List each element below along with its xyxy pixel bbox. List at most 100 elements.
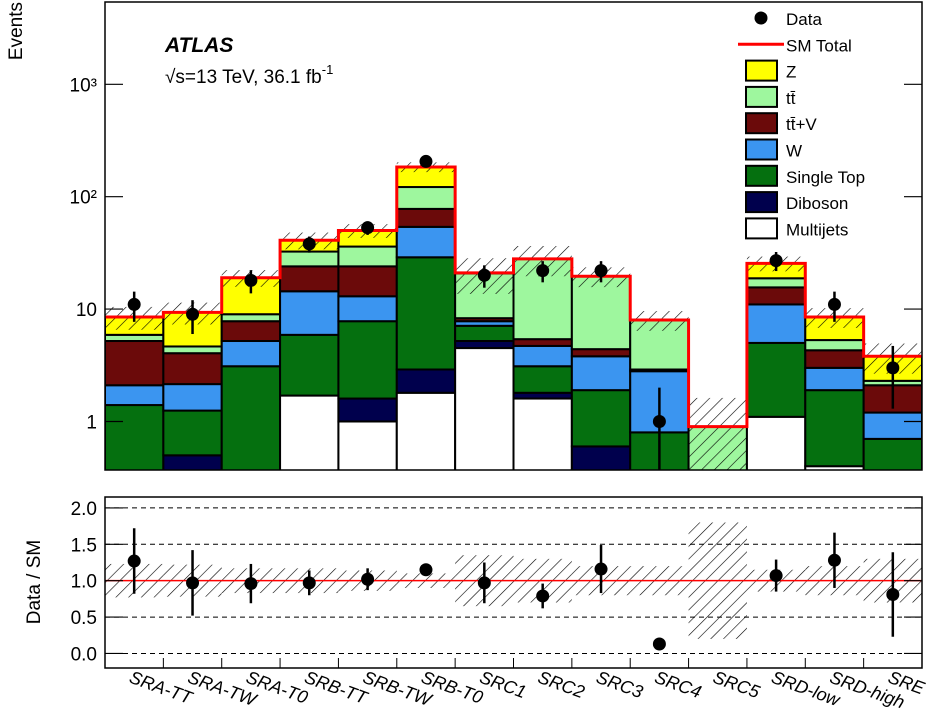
overlay: SRA-TTSRA-TWSRA-T0SRB-TTSRB-TWSRB-T0SRC1… — [127, 667, 928, 712]
stack-segment — [220, 313, 282, 323]
stack-segment — [162, 352, 223, 386]
stack-segment — [220, 320, 282, 343]
legend-label: Z — [786, 63, 796, 82]
legend-swatch — [745, 191, 778, 214]
y-tick-label: 10² — [70, 188, 97, 209]
stack-segment — [162, 345, 223, 355]
data-point — [886, 361, 900, 375]
stack-segment — [395, 391, 457, 470]
stack-segment — [454, 340, 515, 350]
stack-segment — [862, 411, 922, 440]
data-point — [652, 414, 666, 428]
ratio-point — [827, 553, 841, 567]
x-tick-label: SRC3 — [594, 667, 646, 702]
stack-segment — [162, 409, 223, 457]
stack-segment — [804, 349, 865, 369]
experiment-label: ATLAS — [164, 34, 233, 57]
ratio-point — [186, 576, 200, 590]
stack-segment — [105, 404, 165, 470]
stack-segment — [337, 397, 398, 423]
stack-segment — [337, 420, 398, 470]
data-point — [186, 307, 200, 321]
legend-marker — [754, 11, 768, 25]
stack-segment — [220, 340, 282, 368]
ratio-point — [127, 554, 141, 568]
uncertainty-band — [688, 397, 747, 470]
data-point — [769, 254, 783, 268]
stack-segment — [745, 303, 807, 344]
stack-segment — [512, 397, 573, 470]
x-tick-label: SRC5 — [710, 667, 763, 703]
data-point — [419, 154, 433, 168]
energy-lumi-text: √s=13 TeV, 36.1 fb — [165, 67, 322, 88]
legend-label: Diboson — [786, 194, 848, 213]
main-panel: 1 10 10² 10³ Events ATLAS √s=13 TeV, 36.1 fb-1… — [6, 1, 923, 471]
data-point — [536, 264, 550, 278]
x-tick-label: SRB-TT — [302, 667, 372, 709]
stack-segment — [220, 365, 282, 470]
stack-segment — [862, 437, 922, 470]
stack-segment — [395, 186, 457, 210]
stack-segment — [162, 454, 223, 470]
legend-label: Data — [786, 10, 822, 29]
data-point — [302, 237, 316, 251]
legend-swatch — [745, 164, 778, 187]
stack-segment — [337, 320, 398, 400]
stack-segment — [570, 355, 632, 392]
y-tick-label: 1 — [86, 412, 97, 433]
y-tick-label: 10 — [76, 300, 97, 321]
stack-segment — [395, 256, 457, 371]
stack-segment — [804, 339, 865, 352]
energy-lumi-label: √s=13 TeV, 36.1 fb-1 — [165, 62, 333, 88]
data-point — [361, 221, 375, 235]
x-tick-label: SRC4 — [652, 667, 704, 702]
stack-segment — [454, 347, 515, 470]
plot-area — [105, 154, 922, 470]
legend-swatch — [745, 138, 778, 161]
stack-segment — [512, 338, 573, 347]
legend-swatch — [745, 112, 778, 135]
ratio-point — [536, 589, 550, 603]
stack-segment — [337, 265, 398, 298]
x-tick-label: SRA-TT — [127, 667, 197, 709]
legend-label: Single Top — [786, 168, 865, 187]
legend-label: tt̄+V — [786, 115, 817, 134]
stack-segment — [105, 340, 165, 387]
stack-segment — [570, 348, 632, 358]
stack-segment — [279, 290, 340, 336]
ratio-point — [594, 562, 608, 576]
stack-segment — [279, 394, 340, 470]
stack-segment — [395, 368, 457, 394]
stack-segment — [395, 225, 457, 259]
stack-segment — [337, 295, 398, 323]
legend-swatch — [745, 85, 778, 108]
legend-label: W — [786, 142, 802, 161]
ratio-plot-area — [105, 507, 922, 654]
stack-segment — [454, 324, 515, 343]
stack-segment — [745, 277, 807, 289]
y-axis-label: Events — [6, 2, 27, 60]
ratio-point — [302, 576, 316, 590]
stack-segment — [395, 207, 457, 228]
y-tick-label: 0.5 — [71, 608, 97, 629]
energy-lumi-superscript: -1 — [322, 62, 334, 77]
stack-segment — [279, 250, 340, 268]
y-tick-label: 1.0 — [71, 572, 97, 593]
legend-label: Multijets — [786, 220, 848, 239]
ratio-point — [419, 563, 433, 577]
y-tick-label: 1.5 — [71, 535, 97, 556]
y-tick-label: 0.0 — [71, 644, 97, 665]
stack-segment — [745, 415, 807, 470]
y-tick-label: 10³ — [70, 75, 97, 96]
stack-segment — [512, 344, 573, 368]
stack-segment — [570, 275, 632, 351]
data-point — [594, 264, 608, 278]
data-point — [477, 268, 491, 282]
stack-segment — [512, 365, 573, 394]
stack-segment — [105, 384, 165, 407]
stack-segment — [804, 366, 865, 392]
stack-segment — [570, 445, 632, 470]
legend-swatch — [745, 217, 778, 240]
x-tick-label: SRC1 — [477, 667, 529, 702]
